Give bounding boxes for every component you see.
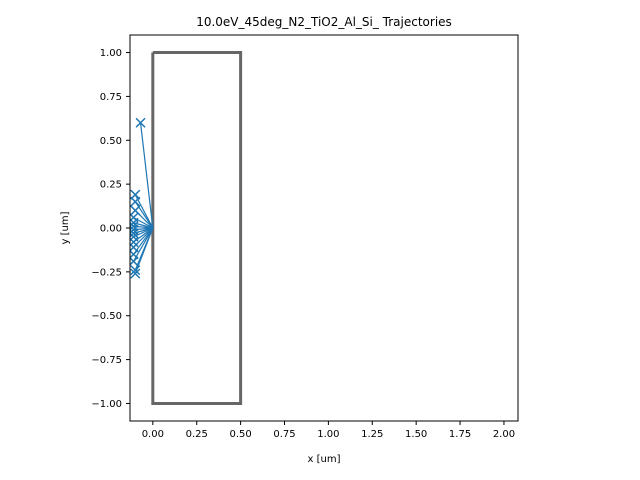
trajectory-endpoint-marker (135, 117, 146, 128)
plot-area (130, 51, 243, 405)
x-axis: 0.00 0.25 0.50 0.75 1.00 1.25 1.50 1.75 2.00 (142, 421, 515, 440)
x-tick-label: 1.50 (405, 429, 427, 440)
x-tick-label: 1.75 (449, 429, 471, 440)
y-tick-label: −0.25 (91, 267, 122, 278)
trajectory-line (132, 227, 154, 262)
trajectory-endpoint-marker (130, 228, 139, 239)
trajectory-line (133, 227, 154, 238)
trajectory-endpoint-marker (130, 268, 141, 279)
chart-title: 10.0eV_45deg_N2_TiO2_Al_Si_ Trajectories (196, 15, 452, 29)
x-tick-label: 1.00 (317, 429, 339, 440)
x-tick-label: 0.00 (142, 429, 164, 440)
trajectory-line (139, 122, 154, 229)
y-tick-label: 0.25 (100, 180, 122, 191)
trajectory-endpoint-marker (130, 265, 141, 276)
x-tick-label: 0.75 (273, 429, 295, 440)
structure-outline (151, 51, 243, 405)
x-tick-label: 2.00 (493, 429, 515, 440)
trajectory-line (134, 227, 154, 274)
trajectory-endpoint-marker (130, 256, 139, 267)
y-tick-label: 0.50 (100, 136, 122, 147)
x-tick-label: 1.25 (361, 429, 383, 440)
y-axis: 1.00 0.75 0.50 0.25 0.00 −0.25 −0.50 −0.75 −1.00 (91, 48, 130, 410)
y-tick-label: 0.75 (100, 92, 122, 103)
y-tick-label: −1.00 (91, 399, 122, 410)
y-tick-label: 1.00 (100, 48, 122, 59)
trajectory-line (134, 201, 154, 229)
trajectory-line (134, 194, 154, 229)
axes-frame (129, 34, 519, 422)
y-tick-label: −0.75 (91, 355, 122, 366)
trajectory-endpoint-marker (130, 196, 141, 207)
y-tick-label: −0.50 (91, 311, 122, 322)
x-tick-label: 0.25 (186, 429, 208, 440)
x-axis-label: x [um] (308, 454, 341, 465)
y-tick-label: 0.00 (100, 224, 122, 235)
y-axis-label: y [um] (60, 211, 71, 244)
x-tick-label: 0.50 (229, 429, 251, 440)
